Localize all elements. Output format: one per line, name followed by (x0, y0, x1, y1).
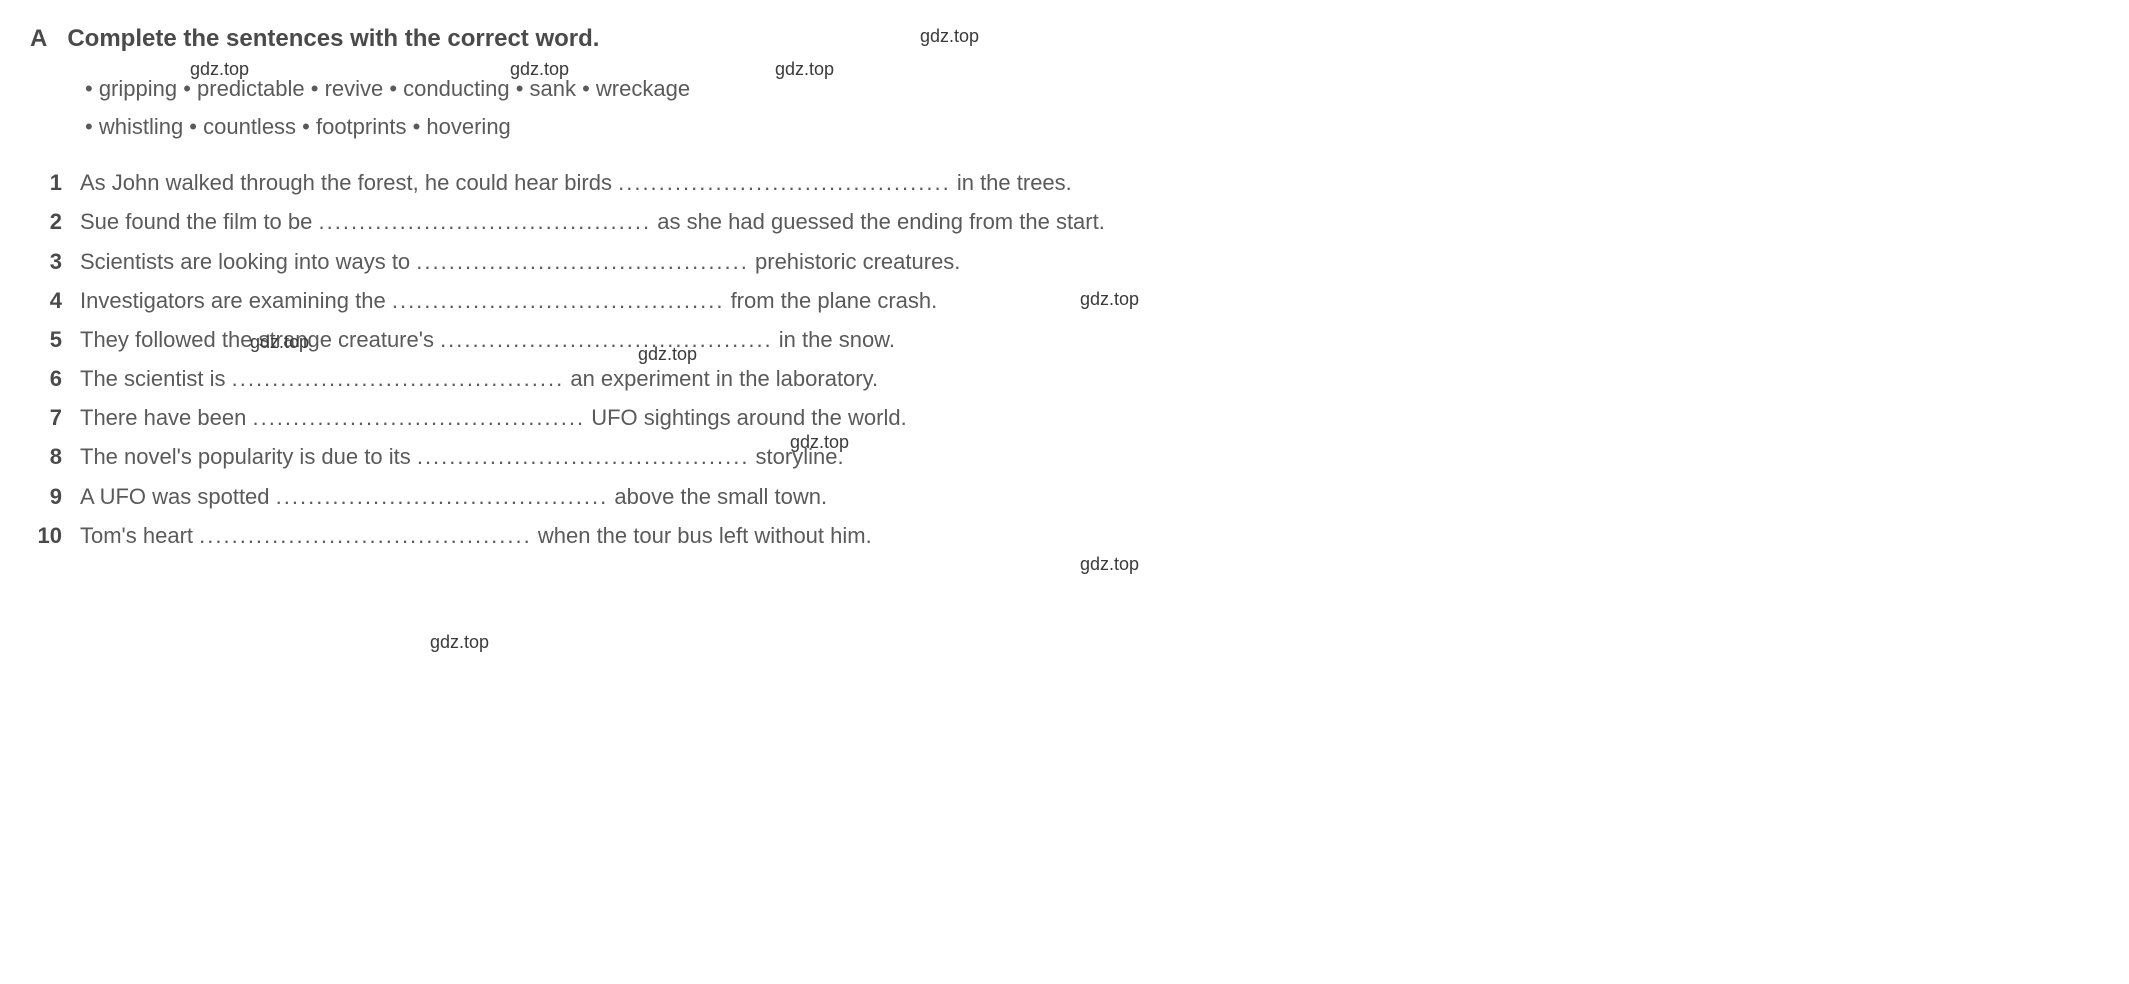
sentence-text: There have been ........................… (80, 400, 2099, 435)
sentence-number: 7 (30, 400, 62, 435)
word-bank-line-1: • gripping • predictable • revive • cond… (85, 70, 2099, 107)
sentence-number: 9 (30, 479, 62, 514)
blank[interactable]: ........................................… (276, 484, 609, 509)
sentence-item: 8 The novel's popularity is due to its .… (30, 439, 2099, 474)
sentence-number: 6 (30, 361, 62, 396)
sentence-text: Tom's heart ............................… (80, 518, 2099, 553)
sentence-text: They followed the strange creature's ...… (80, 322, 2099, 357)
blank[interactable]: ........................................… (416, 249, 749, 274)
sentence-item: 5 They followed the strange creature's .… (30, 322, 2099, 357)
sentence-item: 6 The scientist is .....................… (30, 361, 2099, 396)
watermark-text: gdz.top (430, 628, 489, 657)
blank[interactable]: ........................................… (199, 523, 532, 548)
blank[interactable]: ........................................… (252, 405, 585, 430)
watermark-text: gdz.top (1080, 550, 1139, 579)
sentence-text: Investigators are examining the ........… (80, 283, 2099, 318)
sentence-item: 2 Sue found the film to be .............… (30, 204, 2099, 239)
sentence-number: 4 (30, 283, 62, 318)
sentence-item: 9 A UFO was spotted ....................… (30, 479, 2099, 514)
sentence-number: 3 (30, 244, 62, 279)
sentence-number: 1 (30, 165, 62, 200)
sentence-item: 3 Scientists are looking into ways to ..… (30, 244, 2099, 279)
blank[interactable]: ........................................… (440, 327, 773, 352)
sentences-list: 1 As John walked through the forest, he … (30, 165, 2099, 553)
sentence-number: 8 (30, 439, 62, 474)
sentence-text: Sue found the film to be ...............… (80, 204, 2099, 239)
sentence-number: 5 (30, 322, 62, 357)
sentence-text: The scientist is .......................… (80, 361, 2099, 396)
sentence-item: 4 Investigators are examining the ......… (30, 283, 2099, 318)
blank[interactable]: ........................................… (232, 366, 565, 391)
sentence-item: 7 There have been ......................… (30, 400, 2099, 435)
instruction-text: Complete the sentences with the correct … (67, 20, 599, 58)
sentence-text: The novel's popularity is due to its ...… (80, 439, 2099, 474)
blank[interactable]: ........................................… (392, 288, 725, 313)
exercise-header: A Complete the sentences with the correc… (30, 20, 2099, 58)
sentence-number: 10 (30, 518, 62, 553)
word-bank-line-2: • whistling • countless • footprints • h… (85, 108, 2099, 145)
sentence-number: 2 (30, 204, 62, 239)
section-letter: A (30, 20, 47, 58)
sentence-item: 10 Tom's heart .........................… (30, 518, 2099, 553)
blank[interactable]: ........................................… (417, 444, 750, 469)
sentence-item: 1 As John walked through the forest, he … (30, 165, 2099, 200)
blank[interactable]: ........................................… (319, 209, 652, 234)
blank[interactable]: ........................................… (618, 170, 951, 195)
word-bank: • gripping • predictable • revive • cond… (85, 70, 2099, 145)
sentence-text: Scientists are looking into ways to ....… (80, 244, 2099, 279)
sentence-text: A UFO was spotted ......................… (80, 479, 2099, 514)
sentence-text: As John walked through the forest, he co… (80, 165, 2099, 200)
